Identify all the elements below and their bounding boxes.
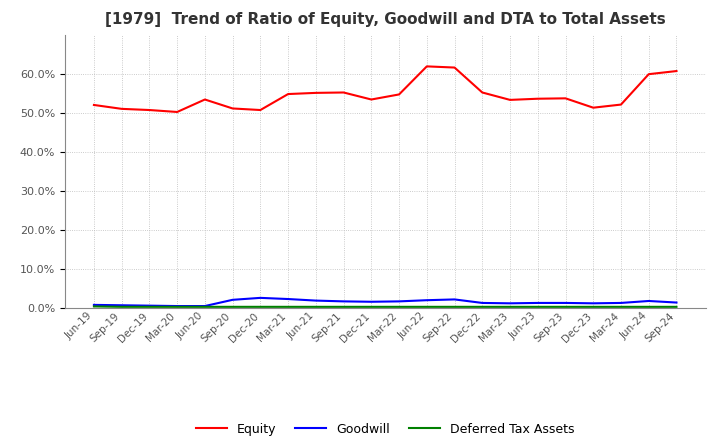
Title: [1979]  Trend of Ratio of Equity, Goodwill and DTA to Total Assets: [1979] Trend of Ratio of Equity, Goodwil… (105, 12, 665, 27)
Goodwill (505, 301, 514, 306)
Equity (672, 68, 681, 73)
Goodwill (672, 300, 681, 305)
Deferred Tax Assets (201, 304, 210, 309)
Deferred Tax Assets (117, 304, 126, 309)
Goodwill (367, 299, 376, 304)
Deferred Tax Assets (672, 304, 681, 309)
Equity (367, 97, 376, 102)
Equity (201, 97, 210, 102)
Deferred Tax Assets (284, 304, 292, 309)
Line: Goodwill: Goodwill (94, 298, 677, 306)
Deferred Tax Assets (616, 304, 625, 309)
Deferred Tax Assets (395, 304, 403, 309)
Deferred Tax Assets (505, 304, 514, 309)
Deferred Tax Assets (367, 304, 376, 309)
Deferred Tax Assets (256, 304, 265, 309)
Deferred Tax Assets (561, 304, 570, 309)
Goodwill (589, 301, 598, 306)
Goodwill (450, 297, 459, 302)
Goodwill (395, 299, 403, 304)
Deferred Tax Assets (423, 304, 431, 309)
Goodwill (145, 303, 154, 308)
Equity (395, 92, 403, 97)
Legend: Equity, Goodwill, Deferred Tax Assets: Equity, Goodwill, Deferred Tax Assets (191, 418, 580, 440)
Equity (505, 97, 514, 103)
Goodwill (117, 303, 126, 308)
Equity (284, 92, 292, 97)
Goodwill (228, 297, 237, 302)
Equity (145, 107, 154, 113)
Deferred Tax Assets (89, 304, 98, 309)
Deferred Tax Assets (478, 304, 487, 309)
Equity (173, 109, 181, 114)
Goodwill (201, 304, 210, 309)
Equity (339, 90, 348, 95)
Goodwill (644, 298, 653, 304)
Goodwill (423, 297, 431, 303)
Equity (478, 90, 487, 95)
Equity (228, 106, 237, 111)
Goodwill (89, 302, 98, 308)
Goodwill (478, 300, 487, 305)
Goodwill (616, 300, 625, 305)
Goodwill (284, 297, 292, 302)
Goodwill (173, 304, 181, 309)
Equity (589, 105, 598, 110)
Deferred Tax Assets (534, 304, 542, 309)
Goodwill (534, 300, 542, 305)
Equity (89, 103, 98, 108)
Equity (534, 96, 542, 101)
Deferred Tax Assets (228, 304, 237, 309)
Deferred Tax Assets (589, 304, 598, 309)
Deferred Tax Assets (145, 304, 154, 309)
Deferred Tax Assets (312, 304, 320, 309)
Equity (644, 72, 653, 77)
Goodwill (312, 298, 320, 303)
Equity (117, 106, 126, 111)
Deferred Tax Assets (173, 304, 181, 309)
Goodwill (339, 299, 348, 304)
Deferred Tax Assets (339, 304, 348, 309)
Equity (616, 102, 625, 107)
Equity (450, 65, 459, 70)
Equity (423, 64, 431, 69)
Equity (312, 90, 320, 95)
Goodwill (256, 295, 265, 301)
Line: Equity: Equity (94, 66, 677, 112)
Goodwill (561, 300, 570, 305)
Equity (256, 107, 265, 113)
Equity (561, 95, 570, 101)
Deferred Tax Assets (644, 304, 653, 309)
Deferred Tax Assets (450, 304, 459, 309)
